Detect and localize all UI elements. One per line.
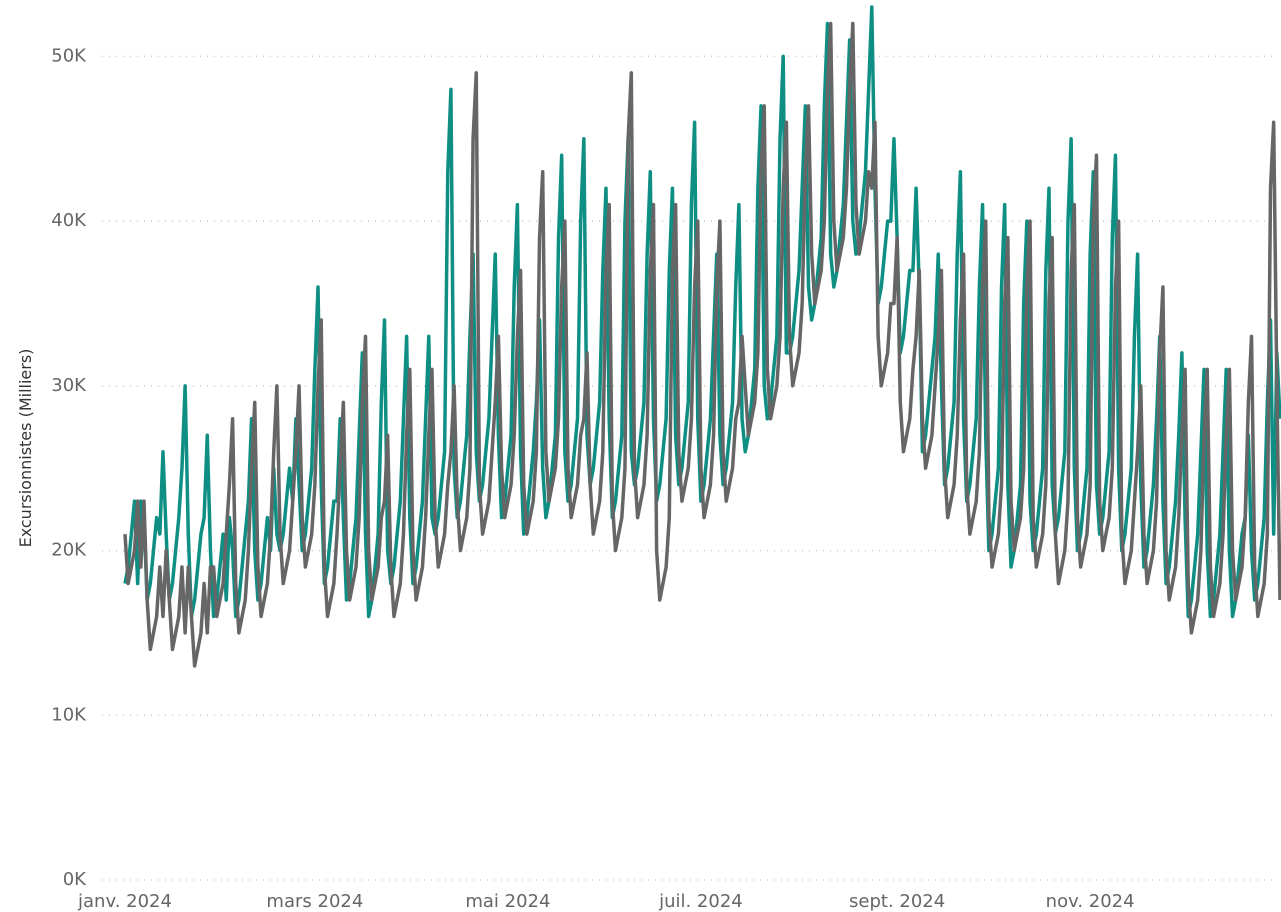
x-tick-label: janv. 2024: [77, 891, 172, 912]
x-tick-label: mai 2024: [465, 891, 550, 912]
x-tick-label: nov. 2024: [1046, 891, 1135, 912]
series-line: [123, 21, 1281, 668]
x-tick-label: sept. 2024: [849, 891, 945, 912]
x-tick-label: mars 2024: [266, 891, 363, 912]
y-tick-label: 20K: [51, 540, 87, 561]
y-axis-title: Excursionnistes (Milliers): [16, 349, 35, 548]
y-tick-label: 10K: [51, 704, 87, 725]
y-tick-label: 50K: [51, 45, 87, 66]
y-tick-label: 40K: [51, 210, 87, 231]
y-tick-label: 30K: [51, 375, 87, 396]
x-tick-label: juil. 2024: [658, 891, 743, 912]
y-tick-label: 0K: [63, 869, 87, 890]
